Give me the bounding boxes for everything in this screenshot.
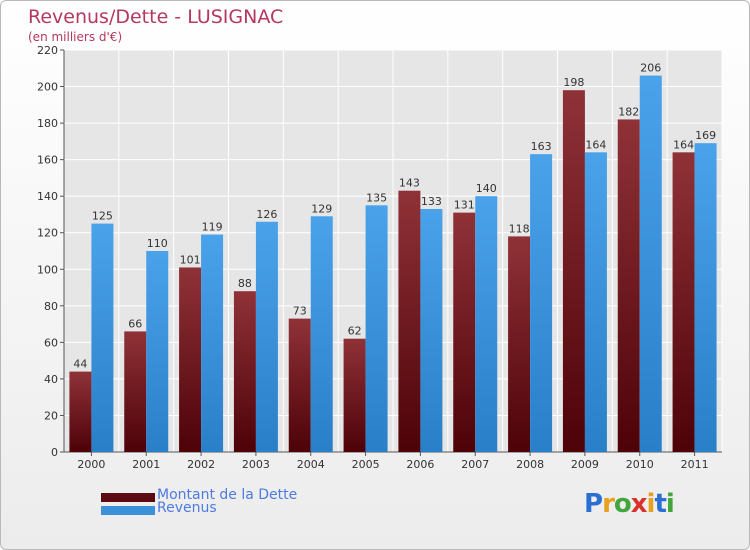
bar-revenue bbox=[91, 223, 114, 452]
y-tick-label: 120 bbox=[37, 227, 58, 240]
data-label-revenue: 110 bbox=[147, 237, 168, 250]
y-tick-label: 140 bbox=[37, 190, 58, 203]
x-tick-label: 2006 bbox=[406, 458, 434, 471]
bar-revenue bbox=[639, 75, 662, 452]
y-tick-label: 200 bbox=[37, 81, 58, 94]
logo-letter: i bbox=[646, 489, 656, 519]
bar-revenue bbox=[530, 154, 553, 452]
x-tick-label: 2007 bbox=[461, 458, 489, 471]
data-label-revenue: 119 bbox=[202, 221, 223, 234]
data-label-debt: 198 bbox=[563, 76, 584, 89]
y-tick-label: 180 bbox=[37, 117, 58, 130]
x-tick-label: 2010 bbox=[626, 458, 654, 471]
data-label-revenue: 140 bbox=[476, 182, 497, 195]
data-label-revenue: 133 bbox=[421, 195, 442, 208]
legend-label-debt: Montant de la Dette bbox=[157, 487, 298, 503]
bar-debt bbox=[233, 291, 256, 452]
logo-letter: x bbox=[630, 489, 648, 519]
x-tick-label: 2011 bbox=[681, 458, 709, 471]
data-label-revenue: 135 bbox=[366, 191, 387, 204]
data-label-revenue: 125 bbox=[92, 210, 113, 223]
logo-letter: P bbox=[584, 489, 603, 519]
bar-revenue bbox=[420, 208, 443, 452]
data-label-debt: 164 bbox=[673, 138, 694, 151]
y-tick-label: 220 bbox=[37, 44, 58, 57]
data-label-debt: 73 bbox=[293, 305, 307, 318]
bar-revenue bbox=[255, 221, 278, 452]
bar-debt bbox=[124, 331, 147, 452]
x-tick-label: 2000 bbox=[77, 458, 105, 471]
data-label-debt: 131 bbox=[454, 199, 475, 212]
x-tick-label: 2009 bbox=[571, 458, 599, 471]
bar-debt bbox=[617, 119, 640, 452]
bar-revenue bbox=[365, 205, 388, 452]
x-tick-label: 2004 bbox=[297, 458, 325, 471]
data-label-revenue: 163 bbox=[531, 140, 552, 153]
bar-debt bbox=[508, 236, 531, 452]
chart-title: Revenus/Dette - LUSIGNAC bbox=[28, 6, 284, 28]
y-tick-label: 60 bbox=[44, 336, 58, 349]
bar-debt bbox=[343, 338, 366, 452]
y-tick-label: 80 bbox=[44, 300, 58, 313]
data-label-revenue: 169 bbox=[695, 129, 716, 142]
bar-debt bbox=[453, 212, 476, 452]
bar-revenue bbox=[475, 196, 498, 452]
bar-debt bbox=[672, 152, 695, 452]
data-label-debt: 62 bbox=[348, 325, 362, 338]
data-label-revenue: 129 bbox=[311, 202, 332, 215]
data-label-debt: 182 bbox=[618, 105, 639, 118]
bar-debt bbox=[179, 267, 202, 452]
bar-debt bbox=[288, 318, 311, 452]
data-label-debt: 143 bbox=[399, 177, 420, 190]
logo-letter: o bbox=[613, 489, 632, 519]
bar-debt bbox=[69, 371, 92, 452]
data-label-debt: 66 bbox=[128, 317, 142, 330]
y-tick-label: 160 bbox=[37, 154, 58, 167]
logo-letter: r bbox=[602, 489, 615, 519]
legend-swatch-revenue bbox=[101, 506, 155, 515]
x-tick-label: 2001 bbox=[132, 458, 160, 471]
x-tick-label: 2005 bbox=[352, 458, 380, 471]
bar-revenue bbox=[201, 234, 224, 452]
data-label-debt: 118 bbox=[509, 222, 530, 235]
bar-debt bbox=[562, 90, 585, 452]
x-tick-label: 2002 bbox=[187, 458, 215, 471]
legend-label-revenue: Revenus bbox=[157, 500, 217, 516]
data-label-debt: 44 bbox=[73, 358, 87, 371]
bar-revenue bbox=[310, 216, 333, 452]
bar-debt bbox=[398, 190, 421, 452]
data-label-debt: 101 bbox=[180, 253, 201, 266]
bar-revenue bbox=[584, 152, 607, 452]
y-tick-label: 100 bbox=[37, 263, 58, 276]
bar-revenue bbox=[694, 143, 717, 452]
data-label-debt: 88 bbox=[238, 277, 252, 290]
y-tick-label: 40 bbox=[44, 373, 58, 386]
logo-letter: i bbox=[665, 489, 675, 519]
y-tick-label: 0 bbox=[51, 446, 58, 459]
data-label-revenue: 206 bbox=[640, 62, 661, 75]
bar-revenue bbox=[146, 251, 169, 452]
y-tick-label: 20 bbox=[44, 409, 58, 422]
proxiti-logo: Proxiti bbox=[584, 489, 675, 519]
chart-subtitle: (en milliers d'€) bbox=[28, 30, 123, 44]
data-label-revenue: 126 bbox=[256, 208, 277, 221]
x-tick-label: 2003 bbox=[242, 458, 270, 471]
data-label-revenue: 164 bbox=[585, 138, 606, 151]
legend-swatch-debt bbox=[101, 493, 155, 502]
x-tick-label: 2008 bbox=[516, 458, 544, 471]
logo-letter: t bbox=[654, 489, 666, 519]
